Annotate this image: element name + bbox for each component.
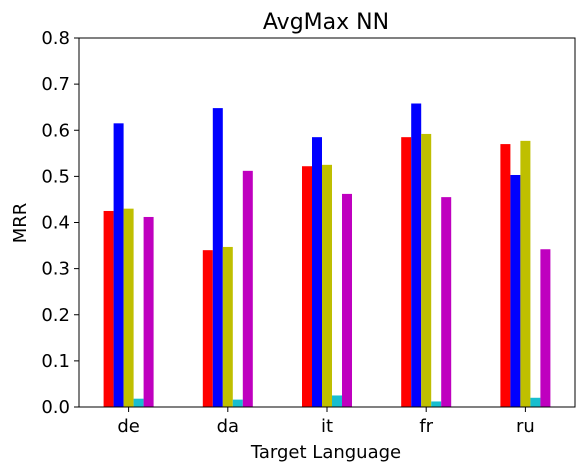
- bar-ru-series-1: [500, 144, 511, 407]
- bar-it-series-4: [332, 395, 342, 407]
- bar-ru-series-4: [530, 397, 541, 407]
- plot-area: 0.0 0.1 0.2 0.3 0.4 0.5 0.6 0.7 0.8 de da it fr ru: [41, 28, 576, 437]
- y-tick-label: 0.6: [41, 120, 70, 141]
- bar-da-series-3: [222, 246, 233, 407]
- bar-fr-series-1: [401, 137, 412, 407]
- x-tick-label-fr: fr: [419, 416, 433, 437]
- bar-ru-series-5: [540, 249, 551, 407]
- bar-fr-series-3: [421, 133, 432, 407]
- x-tick-label-de: de: [117, 416, 140, 437]
- bar-ru-series-3: [520, 140, 531, 407]
- bar-de-series-5: [143, 216, 154, 407]
- x-tick-label-it: it: [321, 416, 333, 437]
- bar-it-series-5: [342, 193, 352, 407]
- y-tick-label: 0.2: [41, 305, 70, 326]
- bar-de-series-2: [113, 123, 124, 408]
- bar-da-series-2: [212, 108, 223, 408]
- bar-ru-series-2: [510, 174, 521, 407]
- y-tick-label: 0.8: [41, 28, 70, 49]
- bar-it-series-1: [302, 166, 312, 407]
- y-tick-label: 0.7: [41, 74, 70, 95]
- chart-title: AvgMax NN: [263, 10, 389, 35]
- bar-de-series-3: [123, 208, 134, 407]
- bar-fr-series-5: [441, 197, 452, 407]
- y-tick-label: 0.5: [41, 166, 70, 187]
- bar-it-series-3: [322, 164, 332, 407]
- bar-da-series-4: [232, 399, 243, 407]
- y-tick-label: 0.4: [41, 213, 70, 234]
- bar-it-series-2: [312, 137, 322, 407]
- bar-da-series-5: [242, 170, 253, 407]
- y-axis-label: MRR: [10, 203, 31, 244]
- x-tick-label-da: da: [217, 416, 239, 437]
- bar-de-series-4: [133, 398, 144, 407]
- x-axis-label: Target Language: [250, 442, 401, 463]
- x-tick-label-ru: ru: [516, 416, 535, 437]
- bar-fr-series-4: [431, 401, 442, 407]
- y-tick-label: 0.3: [41, 259, 70, 280]
- y-tick-label: 0.1: [41, 351, 70, 372]
- bar-fr-series-2: [411, 103, 422, 407]
- bar-da-series-1: [202, 250, 213, 407]
- bar-de-series-1: [103, 210, 114, 407]
- y-tick-label: 0.0: [41, 397, 70, 418]
